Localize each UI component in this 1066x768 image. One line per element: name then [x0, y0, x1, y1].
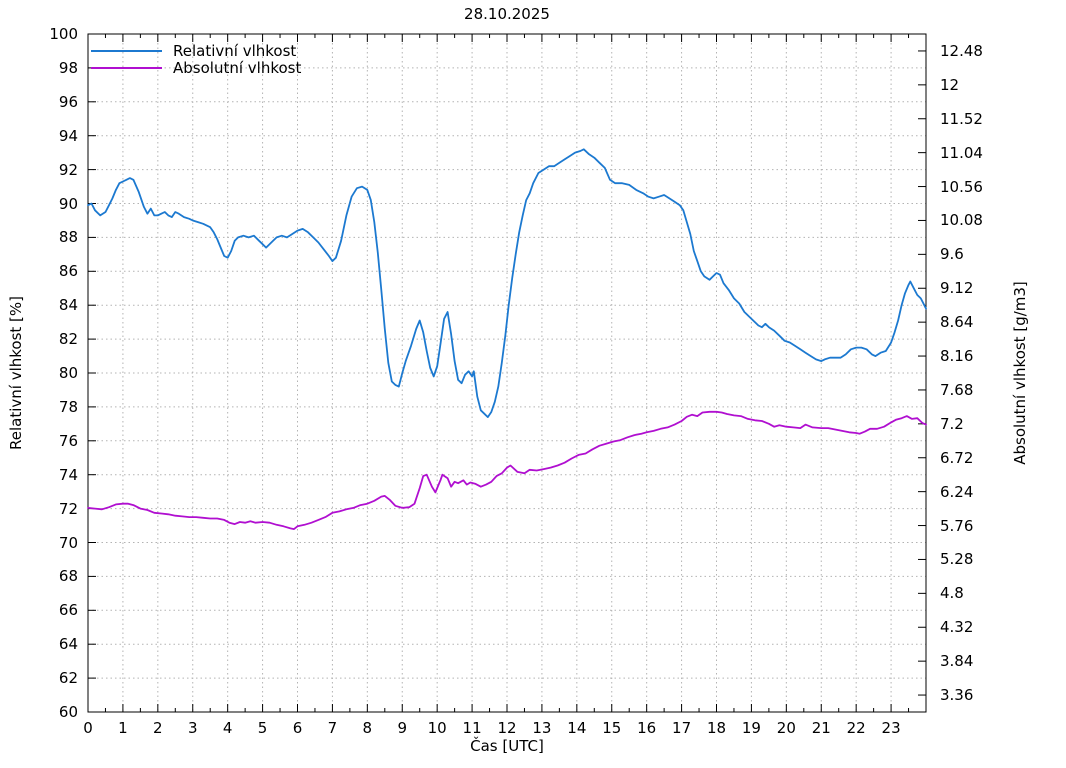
legend-line-absolute-humidity	[91, 66, 162, 69]
x-tick-label: 23	[881, 719, 901, 737]
x-tick-label: 8	[362, 719, 373, 737]
y-left-tick-label: 96	[58, 92, 78, 111]
y-right-tick-label: 3.36	[940, 686, 974, 705]
x-tick-label: 20	[776, 719, 796, 737]
y-left-tick-label: 100	[49, 25, 78, 43]
y-left-tick-label: 78	[58, 397, 78, 416]
y-left-tick-label: 60	[58, 703, 78, 721]
x-tick-label: 15	[602, 719, 622, 737]
y-left-tick-label: 76	[58, 431, 78, 450]
y-left-tick-label: 98	[58, 58, 78, 77]
x-tick-label: 14	[567, 719, 587, 737]
x-tick-label: 7	[327, 719, 338, 737]
y-right-tick-label: 3.84	[940, 652, 974, 671]
y-left-tick-label: 92	[58, 160, 78, 179]
y-right-tick-label: 7.68	[940, 380, 974, 399]
axis-ticks	[87, 33, 927, 713]
x-tick-label: 17	[672, 719, 692, 737]
x-tick-label: 21	[811, 719, 831, 737]
x-tick-label: 10	[427, 719, 447, 737]
x-tick-label: 1	[118, 719, 128, 737]
x-tick-label: 2	[153, 719, 163, 737]
legend: Relativní vlhkost Absolutní vlhkost	[91, 41, 302, 77]
y-left-tick-label: 82	[58, 330, 78, 349]
y-right-tick-label: 6.24	[940, 482, 974, 501]
y-right-tick-label: 10.56	[940, 177, 983, 196]
y-right-tick-label: 9.12	[940, 279, 974, 298]
y-left-tick-label: 72	[58, 499, 78, 518]
y-left-tick-label: 80	[58, 364, 78, 382]
y-left-tick-label: 86	[58, 262, 78, 281]
x-tick-label: 12	[497, 719, 517, 737]
y-left-tick-label: 68	[58, 567, 78, 586]
y-right-tick-label: 12	[940, 75, 960, 94]
x-tick-label: 9	[397, 719, 408, 737]
legend-item-absolute-humidity: Absolutní vlhkost	[91, 58, 302, 77]
x-tick-label: 13	[532, 719, 552, 737]
y-right-tick-label: 8.64	[940, 313, 974, 332]
y-right-tick-label: 10.08	[940, 211, 983, 230]
y-right-tick-label: 11.52	[940, 109, 983, 128]
legend-line-relative-humidity	[91, 49, 162, 52]
y-right-tick-label: 12.48	[940, 41, 983, 60]
y-left-tick-label: 70	[58, 533, 78, 552]
y-right-tick-label: 6.72	[940, 448, 974, 467]
y-left-tick-label: 74	[58, 465, 78, 484]
x-tick-label: 16	[637, 719, 657, 737]
y-left-tick-label: 94	[58, 126, 78, 145]
y-left-tick-label: 66	[58, 601, 78, 620]
legend-item-relative-humidity: Relativní vlhkost	[91, 41, 301, 60]
x-tick-label: 3	[187, 719, 198, 737]
x-tick-label: 22	[846, 719, 866, 737]
x-tick-label: 19	[741, 719, 761, 737]
y-right-tick-label: 11.04	[940, 143, 983, 162]
chart-title: 28.10.2025	[464, 5, 550, 23]
y-left-tick-label: 62	[58, 669, 78, 688]
series-line-0	[87, 148, 927, 419]
x-tick-label: 0	[83, 719, 93, 737]
y-right-tick-label: 9.6	[940, 245, 964, 264]
y-right-tick-label: 4.32	[940, 618, 974, 637]
y-left-tick-label: 88	[58, 228, 78, 247]
x-tick-label: 4	[222, 719, 233, 737]
y-right-tick-label: 8.16	[940, 347, 974, 366]
gridlines	[88, 34, 926, 712]
x-tick-label: 11	[462, 719, 482, 737]
x-tick-label: 6	[292, 719, 303, 737]
y-right-tick-label: 5.28	[940, 550, 974, 569]
y-left-tick-label: 64	[58, 635, 78, 654]
y-left-tick-label: 84	[58, 296, 78, 315]
series-line-1	[87, 410, 927, 530]
y-left-tick-label: 90	[58, 194, 78, 213]
y-right-tick-label: 5.76	[940, 516, 974, 535]
x-axis-label: Čas [UTC]	[470, 737, 544, 755]
legend-label-relative-humidity: Relativní vlhkost	[173, 41, 297, 60]
x-tick-label: 18	[706, 719, 727, 737]
legend-label-absolute-humidity: Absolutní vlhkost	[173, 58, 302, 77]
y-right-tick-label: 7.2	[940, 414, 964, 433]
y-right-tick-label: 4.8	[940, 584, 964, 603]
x-tick-label: 5	[257, 719, 268, 737]
